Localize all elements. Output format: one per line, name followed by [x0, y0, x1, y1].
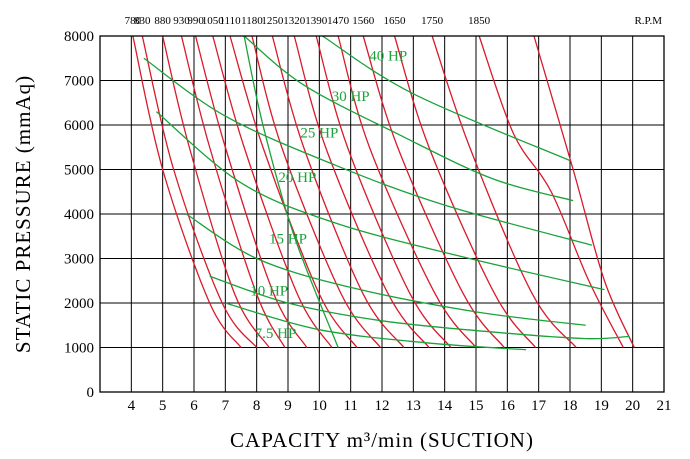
rpm-curve-780	[132, 35, 242, 348]
rpm-curve-830	[141, 35, 258, 348]
rpm-label: 1180	[241, 15, 263, 27]
hp-curves	[143, 35, 630, 351]
hp-curve-7.5	[225, 302, 527, 351]
y-tick-label: 6000	[64, 118, 94, 134]
hp-curve-10	[209, 275, 630, 340]
y-tick-label: 0	[87, 385, 95, 401]
hp-curve-15	[185, 213, 586, 326]
hp-label: 25 HP	[300, 126, 338, 142]
rpm-curve-1320	[293, 35, 430, 348]
rpm-label: 830	[134, 15, 151, 27]
hp-curve-30	[243, 35, 574, 202]
x-tick-label: 15	[469, 398, 484, 414]
rpm-label: 1470	[327, 15, 350, 27]
rpm-curve-930	[180, 35, 286, 348]
y-axis-title: STATIC PRESSURE (mmAq)	[11, 75, 35, 353]
rpm-curve-16	[533, 35, 635, 348]
hp-labels: 40 HP 30 HP 25 HP 20 HP 15 HP 10 HP 7.5 HP	[250, 49, 407, 342]
x-tick-label: 16	[500, 398, 516, 414]
rpm-curve-1050	[212, 35, 333, 348]
rpm-label: 880	[154, 15, 171, 27]
y-tick-label: 5000	[64, 163, 94, 179]
rpm-label: 1560	[352, 15, 375, 27]
rpm-curve-1560	[362, 35, 505, 348]
rpm-label: 1650	[384, 15, 407, 27]
y-tick-label: 3000	[64, 252, 94, 268]
y-tick-label: 1000	[64, 341, 94, 357]
y-tick-label: 2000	[64, 296, 94, 312]
rpm-label: 1390	[305, 15, 328, 27]
hp-label: 7.5 HP	[255, 326, 297, 342]
x-tick-label: 10	[312, 398, 327, 414]
hp-curve-boundary	[243, 35, 339, 348]
x-tick-label: 20	[625, 398, 640, 414]
hp-label: 15 HP	[269, 231, 307, 247]
hp-curve-40	[322, 35, 571, 162]
rpm-unit-label: R.P.M	[634, 15, 662, 27]
x-tick-label: 4	[128, 398, 136, 414]
x-tick-labels: 4 5 6 7 8 9 10 11 12 13 14 15 16 17 18 19 20 21	[128, 398, 672, 414]
x-tick-label: 12	[375, 398, 390, 414]
x-tick-label: 13	[406, 398, 421, 414]
rpm-label: 780	[125, 15, 142, 27]
rpm-curve-1650	[393, 35, 537, 348]
rpm-curve-990	[194, 35, 308, 348]
x-tick-label: 14	[437, 398, 453, 414]
rpm-label: 990	[187, 15, 204, 27]
rpm-curve-1850	[478, 35, 624, 348]
y-tick-label: 4000	[64, 207, 94, 223]
rpm-label: 1110	[219, 15, 241, 27]
x-tick-label: 17	[531, 398, 547, 414]
rpm-label: 1750	[421, 15, 444, 27]
x-tick-label: 21	[657, 398, 672, 414]
hp-label: 20 HP	[278, 170, 316, 186]
rpm-label: 930	[173, 15, 190, 27]
plot-border	[99, 35, 665, 393]
hp-curve-25	[143, 57, 593, 246]
x-tick-label: 8	[253, 398, 261, 414]
x-tick-label: 6	[190, 398, 198, 414]
rpm-label: 1050	[202, 15, 225, 27]
rpm-label: 1250	[261, 15, 284, 27]
hp-label: 10 HP	[250, 284, 288, 300]
rpm-curve-1750	[431, 35, 577, 348]
rpm-label: 1850	[468, 15, 491, 27]
x-tick-label: 19	[594, 398, 609, 414]
y-tick-labels: 0 1000 2000 3000 4000 5000 6000 7000 8000	[64, 29, 94, 401]
hp-curve-20	[155, 111, 605, 291]
x-tick-label: 18	[563, 398, 578, 414]
y-tick-label: 8000	[64, 29, 94, 45]
rpm-curve-1470	[337, 35, 477, 348]
x-tick-label: 9	[284, 398, 292, 414]
hp-label: 40 HP	[369, 49, 407, 65]
rpm-curve-1390	[315, 35, 452, 348]
hp-label: 30 HP	[332, 89, 370, 105]
rpm-curves	[132, 35, 635, 348]
x-tick-label: 7	[222, 398, 230, 414]
rpm-curve-880	[162, 35, 270, 348]
rpm-curve-1110	[229, 35, 358, 348]
rpm-curve-1180	[251, 35, 381, 348]
plot-frame	[99, 35, 665, 393]
rpm-curve-1250	[271, 35, 405, 348]
y-tick-label: 7000	[64, 74, 94, 90]
x-tick-label: 11	[343, 398, 357, 414]
x-tick-label: 5	[159, 398, 167, 414]
rpm-label: 1320	[283, 15, 306, 27]
x-axis-title: CAPACITY m³/min (SUCTION)	[230, 428, 534, 452]
